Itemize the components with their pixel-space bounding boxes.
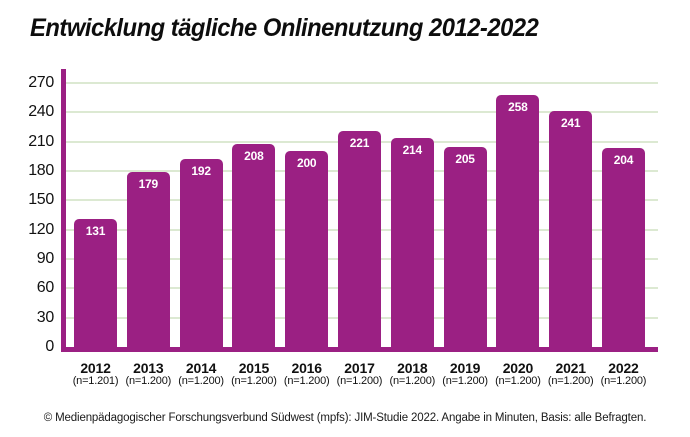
x-axis-year-label: 2014	[185, 360, 217, 376]
bar-2021: 241	[549, 111, 593, 347]
bar-value-label: 179	[138, 176, 159, 191]
bar-column-2019: 205 2019 (n=1.200)	[442, 83, 488, 387]
y-tick-label: 0	[45, 338, 54, 355]
x-axis-n-label: (n=1.200)	[389, 375, 436, 387]
gridline-270	[66, 82, 658, 84]
y-tick-label: 270	[28, 74, 54, 91]
x-axis-n-label: (n=1.200)	[125, 375, 172, 387]
x-axis-year-label: 2017	[344, 360, 375, 376]
x-axis-baseline	[61, 347, 658, 352]
y-tick-label: 30	[36, 308, 55, 326]
x-axis-n-label: (n=1.200)	[442, 375, 488, 387]
bar-2017: 221	[337, 130, 381, 347]
x-axis-label-2014: 2014 (n=1.200)	[178, 361, 224, 388]
x-axis-label-2019: 2019 (n=1.200)	[442, 361, 488, 388]
x-axis-n-label: (n=1.200)	[178, 375, 224, 387]
bar-column-2021: 241 2021 (n=1.200)	[548, 83, 594, 387]
y-tick-label: 240	[28, 103, 54, 121]
bar-value-label: 214	[402, 142, 423, 157]
x-axis-n-label: (n=1.200)	[336, 375, 383, 387]
bar-column-2012: 131 2012 (n=1.201)	[73, 83, 119, 387]
bar-value-label: 192	[191, 164, 211, 179]
y-axis-line	[61, 69, 66, 352]
y-tick-label: 120	[28, 220, 54, 238]
bar-2018: 214	[390, 137, 434, 347]
bar-column-2018: 214 2018 (n=1.200)	[389, 83, 435, 387]
x-axis-n-label: (n=1.200)	[547, 375, 594, 387]
bar-value-label: 205	[455, 151, 475, 166]
x-axis-year-label: 2022	[608, 360, 639, 376]
bar-2016: 200	[285, 151, 329, 347]
bar-column-2020: 258 2020 (n=1.200)	[495, 83, 541, 387]
x-axis-n-label: (n=1.201)	[72, 375, 119, 387]
x-axis-label-2022: 2022 (n=1.200)	[601, 361, 647, 388]
bar-2012: 131	[74, 218, 117, 347]
bar-column-2017: 221 2017 (n=1.200)	[337, 83, 382, 387]
bar-2013: 179	[126, 171, 170, 347]
bar-column-2015: 208 2015 (n=1.200)	[231, 83, 277, 387]
x-axis-n-label: (n=1.200)	[231, 375, 277, 387]
x-axis-year-label: 2020	[502, 360, 534, 376]
x-axis-label-2017: 2017 (n=1.200)	[337, 361, 383, 388]
bar-2015: 208	[232, 143, 276, 347]
bar-columns: 131 2012 (n=1.201) 179 2013 (n=1.200) 192 2014(…	[73, 83, 646, 387]
bar-value-label: 204	[613, 152, 634, 167]
source-note: © Medienpädagogischer Forschungsverbund …	[43, 412, 647, 424]
x-axis-label-2016: 2016 (n=1.200)	[284, 361, 330, 388]
x-axis-n-label: (n=1.200)	[600, 375, 647, 387]
y-tick-label: 210	[28, 132, 54, 150]
bar-value-label: 131	[85, 223, 106, 238]
x-axis-year-label: 2016	[291, 360, 323, 376]
bar-value-label: 241	[560, 116, 581, 131]
x-axis-label-2012: 2012 (n=1.201)	[73, 361, 119, 388]
y-tick-label: 60	[36, 279, 55, 297]
bar-value-label: 221	[349, 135, 370, 150]
bar-column-2022: 204 2022 (n=1.200)	[601, 83, 646, 387]
gridline-240	[66, 111, 658, 114]
bar-value-label: 258	[508, 99, 528, 114]
x-axis-label-2013: 2013 (n=1.200)	[125, 361, 171, 388]
bar-2014: 192	[179, 159, 223, 347]
x-axis-year-label: 2019	[449, 360, 481, 376]
bar-value-label: 208	[244, 148, 264, 163]
x-axis-year-label: 2021	[555, 360, 586, 376]
y-axis-tick-labels: 0 30 60 90 120 150 180 210 240 270	[0, 74, 55, 355]
x-axis-label-2015: 2015 (n=1.200)	[231, 361, 277, 388]
bar-value-label: 200	[296, 156, 317, 171]
chart-title: Entwicklung tägliche Onlinenutzung 2012-…	[30, 14, 539, 42]
x-axis-label-2018: 2018 (n=1.200)	[389, 361, 435, 388]
x-axis-year-label: 2015	[238, 360, 270, 376]
x-axis-year-label: 2018	[397, 360, 428, 376]
x-axis-n-label: (n=1.200)	[495, 375, 541, 387]
bar-column-2013: 179 2013 (n=1.200)	[125, 83, 171, 387]
x-axis-n-label: (n=1.200)	[283, 375, 330, 387]
y-tick-label: 90	[36, 250, 55, 268]
bar-2019: 205	[443, 146, 487, 347]
y-tick-label: 180	[28, 162, 54, 180]
x-axis-label-2021: 2021 (n=1.200)	[548, 361, 594, 388]
bar-2022: 204	[601, 147, 645, 347]
bar-column-2016: 200 2016 (n=1.200)	[284, 83, 330, 387]
x-axis-label-2020: 2020 (n=1.200)	[495, 361, 541, 388]
x-axis-year-label: 2012	[80, 360, 111, 376]
bar-2020: 258	[496, 94, 540, 347]
x-axis-year-label: 2013	[133, 360, 164, 376]
y-tick-label: 150	[28, 191, 54, 209]
bar-column-2014: 192 2014 (n=1.200)	[178, 83, 224, 387]
